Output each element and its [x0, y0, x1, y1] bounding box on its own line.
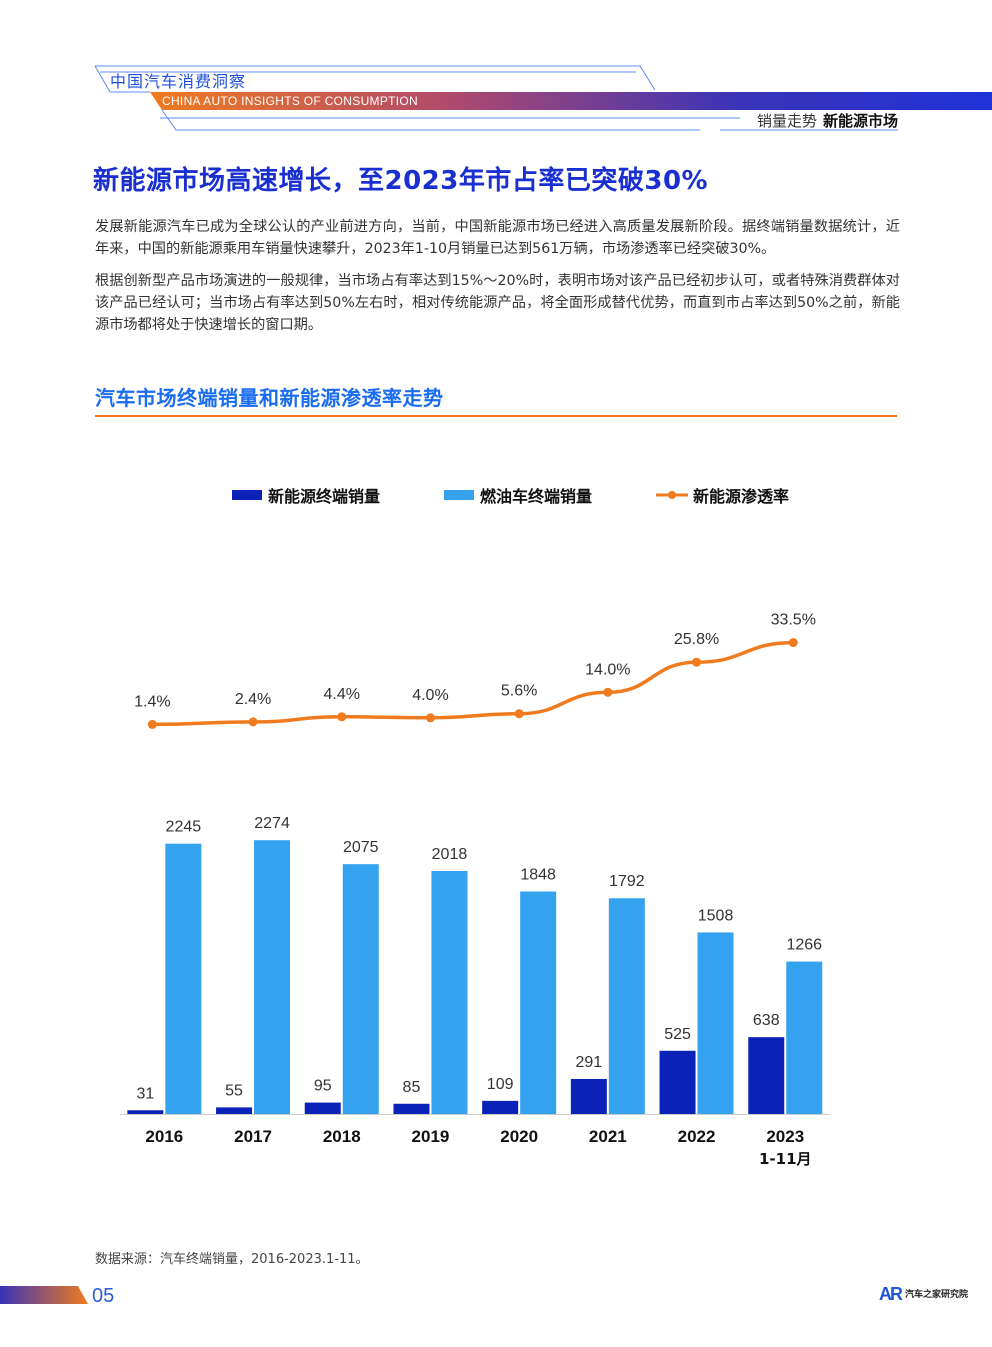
point-rate-2019 — [425, 713, 435, 723]
label-ice-2021: 1792 — [609, 873, 645, 890]
label-nev-2023: 638 — [753, 1012, 780, 1029]
legend-item-nev: 新能源终端销量 — [232, 483, 380, 507]
label-ice-2023: 1266 — [786, 937, 822, 954]
label-nev-2016: 31 — [136, 1085, 154, 1102]
legend-label-nev: 新能源终端销量 — [268, 487, 381, 506]
category-label-2020: 2020 — [500, 1127, 538, 1146]
bar-ice-2018 — [342, 864, 379, 1114]
category-label-2022: 2022 — [678, 1127, 716, 1146]
bar-nev-2019 — [393, 1103, 430, 1114]
bar-nev-2021 — [570, 1078, 607, 1114]
logo-mark: AR — [878, 1284, 903, 1304]
footer-accent-bar — [0, 1286, 88, 1304]
bar-ice-2022 — [697, 932, 734, 1114]
category-sublabel-2023: 1-11月 — [759, 1150, 812, 1168]
bar-ice-2019 — [431, 871, 468, 1114]
point-rate-2018 — [337, 712, 347, 722]
logo-text: 汽车之家研究院 — [904, 1289, 968, 1300]
section-tag: 销量走势 新能源市场 — [757, 110, 898, 131]
paragraph-2: 根据创新型产品市场演进的一般规律，当市场占有率达到15%～20%时，表明市场对该… — [95, 273, 900, 333]
label-ice-2016: 2245 — [166, 819, 202, 836]
label-rate-2022: 25.8% — [674, 631, 719, 648]
category-label-2019: 2019 — [412, 1127, 450, 1146]
bar-ice-2017 — [254, 840, 291, 1114]
legend-item-ice: 燃油车终端销量 — [444, 483, 592, 507]
brand-title: 中国汽车消费洞察 — [110, 72, 247, 91]
label-rate-2021: 14.0% — [585, 661, 630, 678]
section-prefix: 销量走势 — [756, 112, 817, 130]
penetration-line — [152, 640, 794, 727]
data-source: 数据来源：汽车终端销量，2016-2023.1-11。 — [95, 1252, 369, 1267]
point-rate-2022 — [692, 657, 702, 667]
chart-heading: 汽车市场终端销量和新能源渗透率走势 — [95, 386, 444, 410]
header-decoration — [94, 65, 992, 131]
label-ice-2020: 1848 — [520, 867, 556, 884]
label-ice-2022: 1508 — [698, 907, 734, 924]
point-rate-2023 — [788, 638, 798, 648]
bar-nev-2017 — [216, 1107, 253, 1114]
category-label-2017: 2017 — [234, 1127, 272, 1146]
heading-underline — [95, 415, 897, 417]
label-rate-2018: 4.4% — [324, 686, 360, 703]
category-label-2021: 2021 — [589, 1127, 627, 1146]
page-number: 05 — [92, 1285, 115, 1307]
legend-item-rate: 新能源渗透率 — [655, 483, 789, 507]
bar-nev-2023 — [748, 1037, 785, 1114]
point-rate-2017 — [248, 717, 258, 727]
category-label-2023: 2023 — [766, 1127, 804, 1146]
point-rate-2020 — [514, 709, 524, 719]
bar-ice-2020 — [520, 891, 557, 1114]
bar-nev-2016 — [127, 1110, 164, 1114]
legend-swatch-ice — [444, 490, 474, 500]
brand-subtitle: CHINA AUTO INSIGHTS OF CONSUMPTION — [162, 94, 419, 108]
bar-nev-2022 — [659, 1050, 696, 1114]
label-rate-2016: 1.4% — [134, 693, 170, 710]
label-nev-2019: 85 — [403, 1079, 421, 1096]
point-rate-2021 — [603, 687, 613, 697]
legend-swatch-rate — [656, 491, 688, 499]
label-ice-2019: 2018 — [432, 846, 468, 863]
page-title: 新能源市场高速增长，至2023年市占率已突破30% — [93, 166, 709, 196]
label-rate-2017: 2.4% — [235, 691, 271, 708]
label-rate-2020: 5.6% — [501, 683, 537, 700]
category-label-2018: 2018 — [323, 1127, 361, 1146]
paragraph-1: 发展新能源汽车已成为全球公认的产业前进方向，当前，中国新能源市场已经进入高质量发… — [95, 219, 900, 257]
label-ice-2018: 2075 — [343, 839, 379, 856]
label-nev-2021: 291 — [575, 1054, 602, 1071]
label-ice-2017: 2274 — [254, 815, 290, 832]
label-nev-2018: 95 — [314, 1078, 332, 1095]
logo: AR 汽车之家研究院 — [879, 1284, 968, 1305]
point-rate-2016 — [147, 719, 157, 729]
label-nev-2017: 55 — [225, 1082, 243, 1099]
legend-label-rate: 新能源渗透率 — [693, 487, 790, 506]
legend-swatch-nev — [232, 490, 262, 500]
label-nev-2022: 525 — [664, 1026, 691, 1043]
label-rate-2019: 4.0% — [412, 687, 448, 704]
bar-ice-2016 — [165, 843, 202, 1114]
category-label-2016: 2016 — [145, 1127, 183, 1146]
bar-ice-2021 — [608, 898, 645, 1114]
label-rate-2023: 33.5% — [771, 612, 816, 629]
legend-label-ice: 燃油车终端销量 — [480, 487, 593, 506]
bar-nev-2020 — [482, 1100, 519, 1114]
label-nev-2020: 109 — [487, 1076, 514, 1093]
bar-nev-2018 — [304, 1102, 341, 1114]
bar-ice-2023 — [786, 961, 823, 1114]
section-name: 新能源市场 — [822, 112, 898, 130]
